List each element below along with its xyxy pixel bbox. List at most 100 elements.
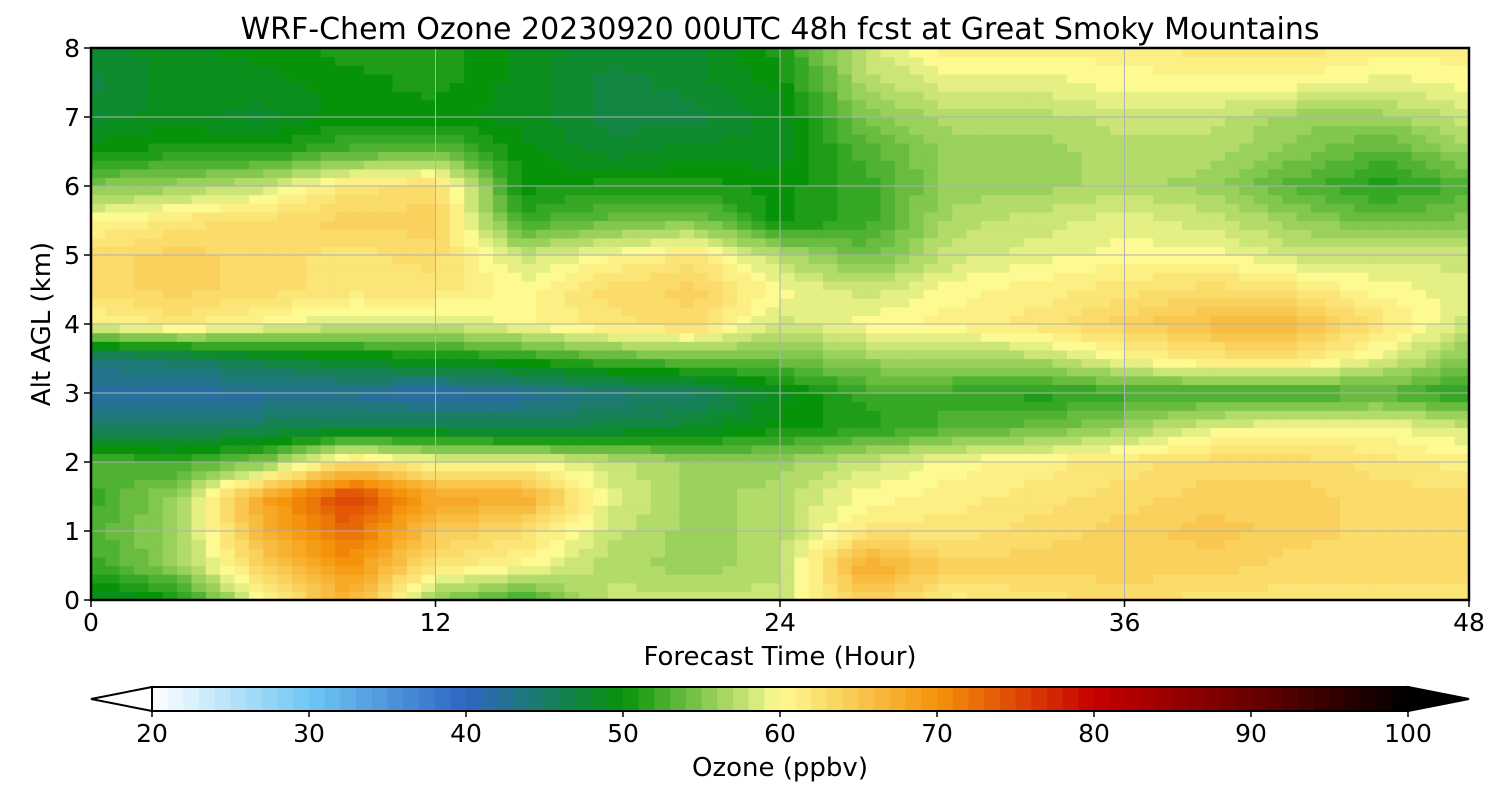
heatmap-cell [1067,151,1083,161]
heatmap-cell [1411,496,1427,506]
heatmap-cell [1067,556,1083,567]
heatmap-cell [1397,436,1413,446]
heatmap-cell [220,548,236,558]
heatmap-cell [966,151,982,161]
heatmap-cell [880,565,896,575]
heatmap-cell [980,453,996,463]
heatmap-cell [162,272,178,282]
heatmap-cell [177,470,193,480]
heatmap-cell [1440,522,1456,532]
heatmap-cell [1138,436,1154,446]
heatmap-cell [808,298,824,308]
heatmap-cell [521,556,537,567]
heatmap-cell [435,349,451,360]
heatmap-cell [1311,341,1327,351]
heatmap-cell [579,255,594,265]
heatmap-cell [421,237,437,247]
heatmap-cell [392,168,408,178]
heatmap-cell [808,418,824,429]
heatmap-cell [579,186,594,196]
heatmap-cell [406,160,422,170]
heatmap-cell [837,168,853,178]
heatmap-cell [1339,151,1355,161]
heatmap-cell [105,444,121,454]
heatmap-cell [535,315,551,325]
heatmap-cell [105,410,121,420]
heatmap-cell [1081,444,1097,454]
heatmap-cell [1253,418,1269,429]
heatmap-cell [1382,574,1398,584]
heatmap-cell [665,306,681,316]
heatmap-cell [378,315,394,325]
heatmap-cell [119,324,135,334]
heatmap-cell [363,203,379,213]
heatmap-cell [1354,298,1370,308]
heatmap-cell [1440,548,1456,558]
heatmap-cell [1354,384,1370,394]
heatmap-cell [535,462,551,472]
heatmap-cell [693,444,709,454]
heatmap-cell [119,237,135,247]
heatmap-cell [765,358,781,368]
heatmap-cell [1296,384,1312,394]
heatmap-cell [607,574,623,584]
heatmap-cell [1397,211,1413,222]
heatmap-cell [1153,453,1169,463]
heatmap-cell [866,194,882,204]
heatmap-cell [435,531,451,541]
heatmap-cell [1224,229,1240,239]
heatmap-cell [923,332,939,342]
heatmap-cell [736,341,752,351]
heatmap-cell [1153,479,1169,489]
heatmap-cell [1311,186,1327,196]
heatmap-cell [622,203,638,213]
heatmap-cell [392,531,408,541]
heatmap-cell [751,168,767,178]
heatmap-cell [392,556,408,567]
heatmap-cell [1239,229,1255,239]
heatmap-cell [1196,289,1212,299]
heatmap-cell [1138,341,1154,351]
heatmap-cell [1440,324,1456,334]
heatmap-cell [349,306,365,316]
heatmap-cell [363,453,379,463]
heatmap-cell [564,349,580,360]
heatmap-cell [349,522,365,532]
heatmap-cell [349,375,365,385]
heatmap-cell [492,375,508,385]
heatmap-cell [880,324,896,334]
heatmap-cell [564,418,580,429]
heatmap-cell [593,324,609,334]
heatmap-cell [205,315,221,325]
heatmap-cell [1382,470,1398,480]
heatmap-cell [435,298,451,308]
heatmap-cell [1268,298,1283,308]
heatmap-cell [1282,470,1298,480]
heatmap-cell [1052,186,1068,196]
heatmap-cell [1411,565,1427,575]
heatmap-cell [1081,280,1097,291]
heatmap-cell [1038,574,1054,584]
heatmap-cell [751,306,767,316]
heatmap-cell [880,186,896,196]
heatmap-cell [722,289,738,299]
heatmap-cell [277,272,293,282]
heatmap-cell [851,280,867,291]
heatmap-cell [191,306,207,316]
heatmap-cell [306,341,322,351]
heatmap-cell [478,332,494,342]
heatmap-cell [780,444,795,454]
heatmap-cell [1440,160,1456,170]
heatmap-cell [162,177,178,187]
heatmap-cell [1268,574,1283,584]
heatmap-cell [191,513,207,523]
heatmap-cell [1454,401,1470,411]
heatmap-cell [722,565,738,575]
heatmap-cell [1440,298,1456,308]
heatmap-cell [966,401,982,411]
heatmap-cell [722,427,738,437]
heatmap-cell [1253,358,1269,368]
heatmap-cell [751,470,767,480]
heatmap-cell [808,401,824,411]
heatmap-cell [291,263,307,273]
